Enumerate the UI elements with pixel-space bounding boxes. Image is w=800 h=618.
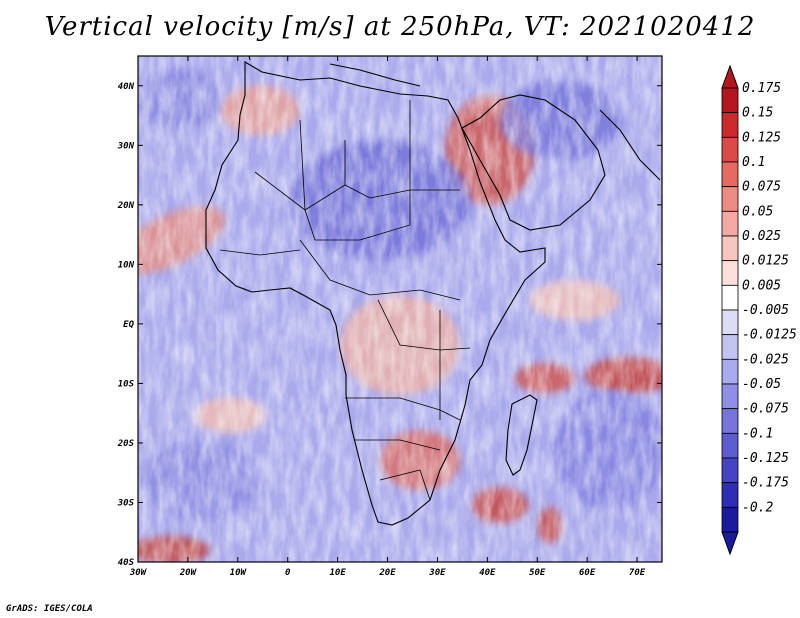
colorbar-label: -0.1 — [742, 426, 773, 441]
colorbar-label: -0.05 — [742, 377, 781, 392]
colorbar-swatch — [721, 334, 739, 360]
lon-tick-label: 60E — [579, 568, 596, 578]
vertical-velocity-field — [138, 56, 662, 562]
colorbar-swatch — [721, 284, 739, 311]
colorbar-label: -0.005 — [742, 303, 789, 318]
colorbar-swatch — [721, 482, 739, 508]
colorbar-swatch — [721, 506, 739, 533]
lat-tick-label: 10N — [118, 260, 135, 270]
lat-tick-label: 40N — [118, 82, 135, 92]
colorbar-label: -0.2 — [742, 500, 773, 515]
lon-tick-label: 20W — [179, 568, 198, 578]
lat-tick-label: 20N — [117, 201, 135, 211]
colorbar-label: 0.175 — [742, 81, 781, 96]
colorbar-label: 0.1 — [742, 155, 765, 170]
colorbar-swatch — [721, 260, 739, 286]
lat-tick-label: 30N — [117, 141, 135, 151]
colorbar-swatch — [721, 161, 739, 188]
colorbar-swatch — [721, 383, 739, 410]
colorbar-swatch — [721, 136, 739, 163]
colorbar-label: 0.15 — [742, 106, 773, 121]
colorbar-label: 0.05 — [742, 204, 773, 219]
lon-tick-label: 40E — [479, 568, 496, 578]
lat-tick-label: 30S — [117, 498, 135, 508]
colorbar-swatch — [721, 235, 739, 262]
colorbar-swatch — [721, 87, 739, 114]
lat-tick-label: 40S — [118, 558, 135, 568]
chart-title: Vertical velocity [m/s] at 250hPa, VT: 2… — [44, 12, 756, 42]
colorbar-label: -0.125 — [742, 451, 789, 466]
colorbar-label: 0.075 — [742, 180, 781, 195]
colorbar-label: 0.125 — [742, 130, 781, 145]
colorbar-swatch — [721, 112, 739, 138]
colorbar-max-arrow — [721, 64, 739, 89]
colorbar-swatch — [721, 457, 739, 484]
lat-tick-label: 20S — [117, 439, 135, 449]
lon-tick-label: 30W — [129, 568, 148, 578]
colorbar-label: 0.025 — [742, 229, 781, 244]
lon-tick-label: 70E — [629, 568, 646, 578]
lon-tick-label: 50E — [529, 568, 546, 578]
credit-label: GrADS: IGES/COLA — [6, 604, 93, 614]
colorbar-label: -0.175 — [742, 476, 789, 491]
lat-tick-label: 10S — [118, 379, 135, 389]
colorbar-swatch — [721, 358, 739, 385]
lat-tick-label: EQ — [123, 320, 134, 330]
lon-tick-label: 10W — [230, 568, 248, 578]
colorbar-label: 0.0125 — [742, 254, 789, 269]
lon-tick-label: 0 — [285, 568, 291, 578]
coastlines — [205, 56, 661, 526]
colorbar-swatch — [721, 408, 739, 434]
colorbar-swatch — [721, 186, 739, 212]
lon-tick-label: 10E — [329, 568, 346, 578]
lon-tick-label: 20E — [378, 568, 396, 578]
lon-tick-label: 30E — [428, 568, 446, 578]
colorbar-swatch — [721, 309, 739, 336]
colorbar-min-arrow — [721, 531, 739, 556]
colorbar-label: -0.0125 — [742, 328, 797, 343]
colorbar-label: -0.025 — [742, 352, 789, 367]
colorbar-label: 0.005 — [742, 278, 781, 293]
colorbar-swatch — [721, 210, 739, 237]
colorbar: 0.175 0.15 0.125 0.1 0.075 0.05 0.025 0.0125 0.0… — [721, 64, 797, 556]
plot-frame — [137, 55, 663, 563]
colorbar-label: -0.075 — [742, 402, 789, 417]
colorbar-swatch — [721, 432, 739, 459]
